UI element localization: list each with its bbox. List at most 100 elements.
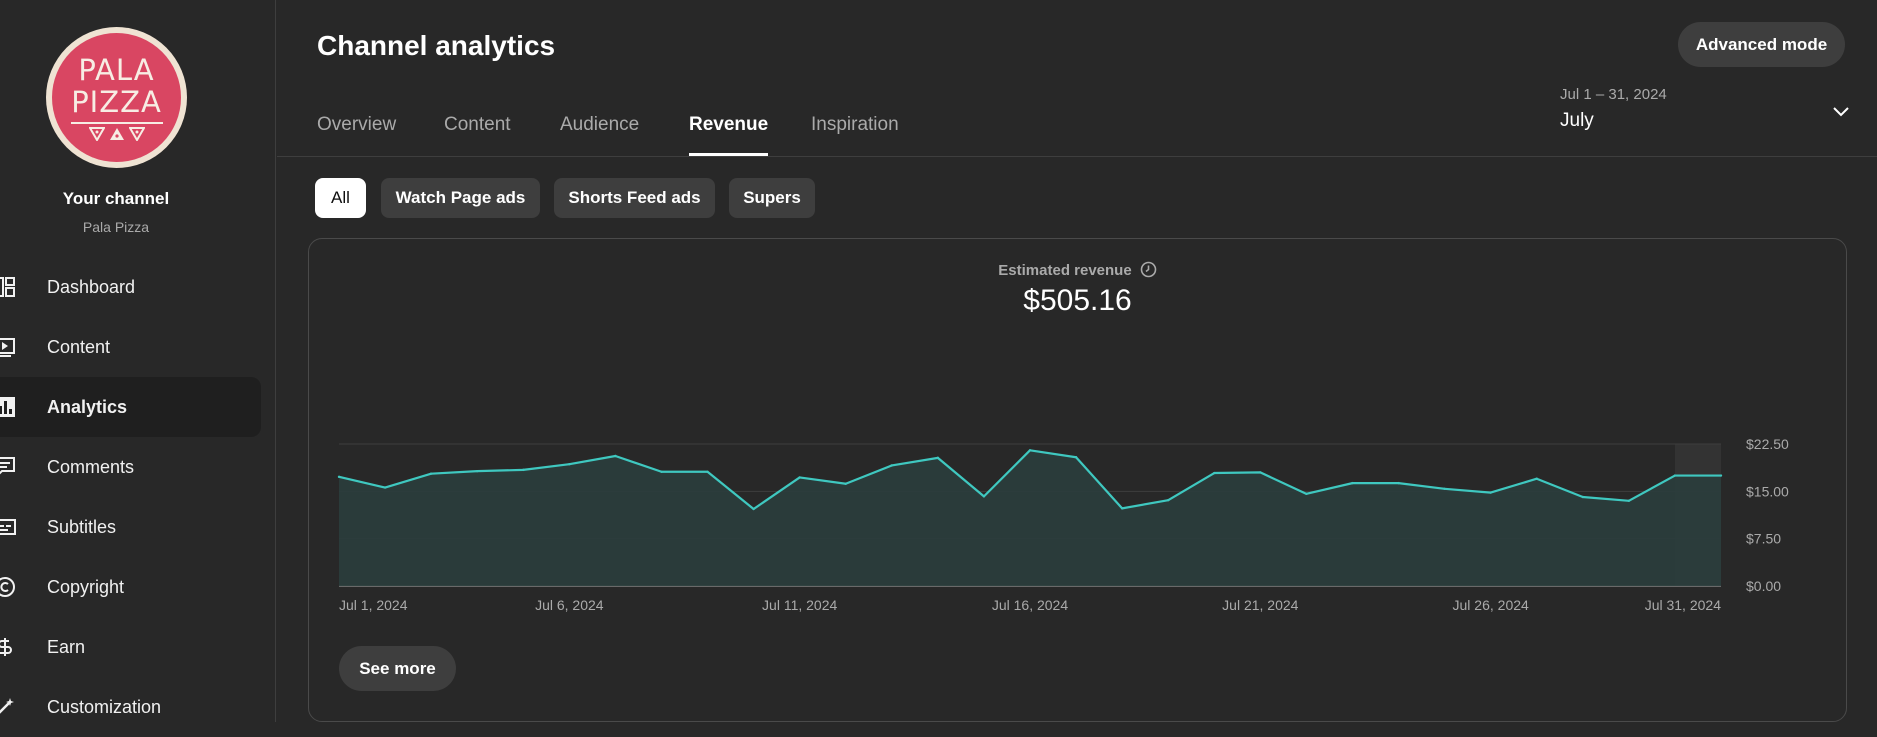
date-range-text: Jul 1 – 31, 2024 (1560, 86, 1667, 103)
tabs-divider (277, 156, 1877, 157)
chevron-down-icon (1833, 107, 1849, 117)
earn-icon (0, 638, 12, 656)
chip-all[interactable]: All (315, 178, 366, 218)
tab-content[interactable]: Content (444, 114, 511, 135)
customization-icon (0, 698, 14, 714)
data-point (476, 469, 479, 473)
sidebar: PALA PIZZA Your channel Pala Pizza Dashb… (0, 0, 276, 722)
date-range-picker[interactable]: Jul 1 – 31, 2024 July (1560, 86, 1850, 136)
data-point (1489, 491, 1492, 494)
x-tick-label: Jul 31, 2024 (1645, 597, 1721, 613)
sidebar-item-customization[interactable]: Customization (0, 677, 261, 737)
sidebar-item-subtitles[interactable]: Subtitles (0, 497, 261, 557)
sidebar-item-label: Copyright (47, 576, 125, 597)
revenue-card: Estimated revenue $505.16 $22.50 $15.00 $7… (308, 238, 1847, 722)
metric-value: $505.16 (1023, 284, 1132, 317)
sidebar-item-label: Subtitles (47, 516, 117, 537)
data-point (1581, 495, 1585, 499)
page-title: Channel analytics (317, 30, 556, 61)
sidebar-item-label: Comments (47, 456, 135, 477)
data-point (1213, 471, 1216, 475)
series-area (339, 450, 1721, 586)
data-point (752, 507, 755, 511)
x-tick-label: Jul 11, 2024 (762, 597, 837, 613)
tab-inspiration[interactable]: Inspiration (811, 114, 899, 135)
revenue-chart: $22.50 $15.00 $7.50 $0.00 Jul 1, 2024 Jul 6, … (337, 436, 1789, 613)
data-point (798, 476, 801, 479)
channel-name: Your channel (62, 189, 170, 208)
data-point (1120, 507, 1124, 510)
chip-watch-page-ads[interactable]: Watch Page ads (381, 178, 540, 218)
tab-revenue-label: Revenue (689, 114, 769, 135)
y-tick-label: $0.00 (1746, 578, 1781, 594)
x-tick-label: Jul 6, 2024 (535, 597, 604, 613)
data-point (890, 464, 893, 467)
data-point (1074, 456, 1078, 459)
sidebar-item-content[interactable]: Content (0, 317, 261, 377)
data-point (1259, 471, 1262, 474)
logo-divider (70, 122, 163, 124)
active-tab-indicator (689, 153, 769, 156)
x-tick-label: Jul 26, 2024 (1453, 597, 1529, 613)
sidebar-item-label: Analytics (47, 396, 128, 417)
sidebar-item-analytics[interactable]: Analytics (0, 377, 261, 437)
y-tick-label: $15.00 (1746, 483, 1789, 499)
tab-overview[interactable]: Overview (317, 114, 397, 135)
advanced-mode-button[interactable]: Advanced mode (1678, 22, 1845, 67)
sidebar-item-dashboard[interactable]: Dashboard (0, 257, 261, 317)
data-point (844, 482, 847, 485)
sidebar-item-label: Customization (47, 696, 162, 717)
tab-revenue[interactable]: Revenue (689, 114, 769, 156)
content-icon (0, 338, 15, 357)
sidebar-item-label: Earn (47, 636, 86, 657)
sidebar-item-label: Content (47, 336, 111, 357)
sidebar-item-comments[interactable]: Comments (0, 437, 261, 497)
date-range-label: July (1560, 110, 1594, 131)
sidebar-item-earn[interactable]: Earn (0, 617, 261, 677)
sidebar-item-label: Dashboard (47, 276, 136, 297)
metric-title-text: Estimated revenue (998, 262, 1132, 279)
x-tick-label: Jul 21, 2024 (1222, 597, 1298, 613)
data-point (1627, 499, 1631, 502)
logo-text-top: PALA (78, 53, 155, 87)
clock-icon[interactable] (1140, 261, 1157, 278)
y-tick-label: $22.50 (1746, 436, 1789, 452)
data-point (429, 472, 433, 475)
data-point (1535, 477, 1538, 480)
data-point (1673, 474, 1677, 477)
data-point (706, 470, 709, 473)
data-point (1305, 492, 1308, 496)
data-point (1028, 449, 1032, 452)
data-point (337, 475, 341, 479)
dashboard-icon (0, 277, 15, 297)
x-tick-label: Jul 1, 2024 (339, 597, 408, 613)
metric-title: Estimated revenue (309, 261, 1846, 279)
data-point (982, 495, 986, 498)
y-tick-label: $7.50 (1746, 531, 1781, 547)
data-point (1167, 498, 1170, 502)
data-point (568, 462, 571, 466)
chip-supers[interactable]: Supers (729, 178, 815, 218)
subtitles-icon (0, 519, 16, 535)
data-point (1443, 487, 1446, 491)
data-point (936, 456, 940, 460)
comments-icon (0, 457, 15, 475)
data-point (614, 454, 617, 458)
logo-badge: PALA PIZZA (52, 33, 181, 162)
data-point (1397, 481, 1400, 485)
data-point (522, 468, 525, 472)
data-point (1351, 481, 1354, 485)
tab-audience[interactable]: Audience (560, 114, 640, 135)
analytics-icon (0, 397, 15, 417)
logo-text-bottom: PIZZA (71, 85, 162, 119)
data-point (1719, 474, 1723, 477)
data-point (383, 486, 387, 489)
copyright-icon (0, 577, 15, 597)
sidebar-item-copyright[interactable]: Copyright (0, 557, 261, 617)
channel-avatar[interactable]: PALA PIZZA (46, 27, 187, 168)
see-more-button[interactable]: See more (339, 646, 456, 691)
chip-shorts-feed-ads[interactable]: Shorts Feed ads (554, 178, 715, 218)
channel-handle: Pala Pizza (82, 219, 150, 235)
pizza-slices-icon (88, 127, 145, 141)
x-tick-label: Jul 16, 2024 (992, 597, 1068, 613)
